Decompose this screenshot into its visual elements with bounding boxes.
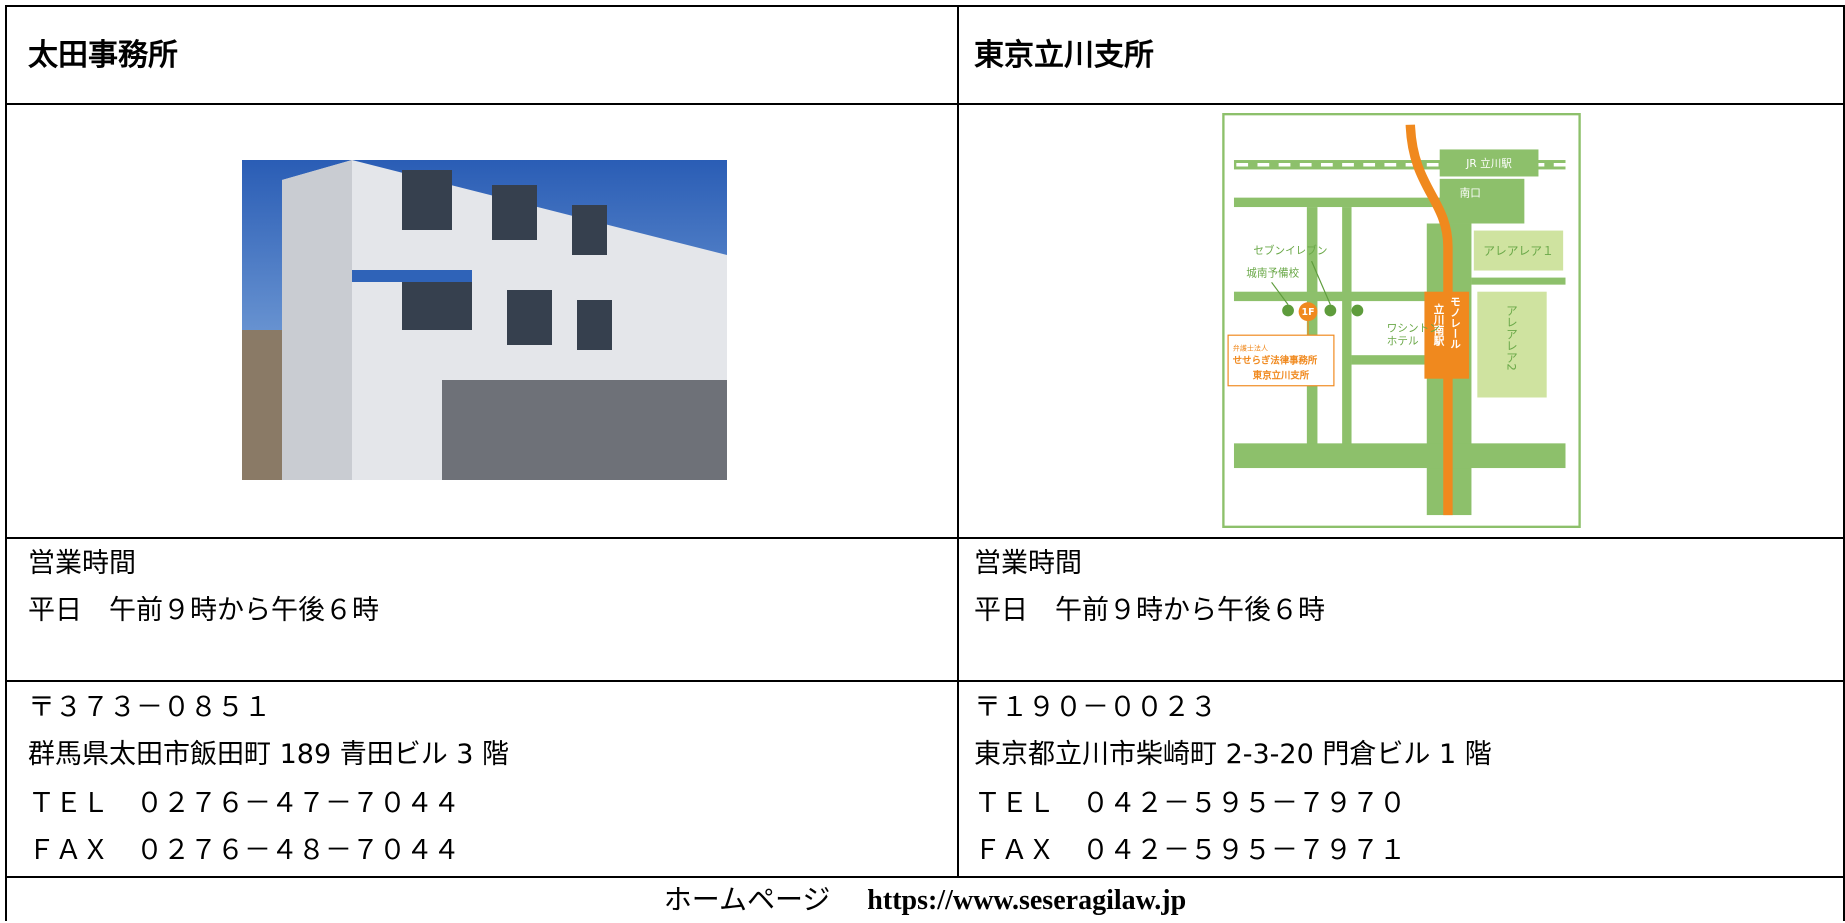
border [5,876,1845,878]
border [5,680,1845,682]
footer-label: ホームページ [663,883,831,916]
office-photo [242,160,727,480]
map-label: アレアレア１ [1483,244,1554,258]
map-label: 1F [1302,307,1315,318]
map-label: JR 立川駅 [1465,157,1512,170]
border [957,5,959,878]
map-label: ワシントン [1387,323,1440,335]
address: 東京都立川市柴崎町 2-3-20 門倉ビル 1 階 [974,739,1492,770]
map-label: 立川南駅 [1433,303,1445,347]
border [5,5,7,921]
map-label: ホテル [1387,336,1419,348]
homepage-link[interactable]: https://www.seseragilaw.jp [867,885,1187,916]
office-name: 太田事務所 [28,38,178,73]
border [5,5,1845,7]
map: JR 立川駅 南口 アレアレア１ アレアレア2 モノレール 立川南駅 セブンイレ… [1222,113,1581,528]
border [1843,5,1845,921]
map-label: 弁護士法人 [1233,343,1268,352]
postal: 〒１９０－００２３ [974,692,1217,723]
footer: ホームページ https://www.seseragilaw.jp [7,878,1843,923]
tel: ＴＥＬ ０４２－５９５－７９７０ [974,788,1406,819]
hours: 平日 午前９時から午後６時 [28,595,379,626]
map-label: 東京立川支所 [1253,370,1310,382]
office-name: 東京立川支所 [974,38,1154,73]
border [5,103,1845,105]
border [5,537,1845,539]
map-label: 城南予備校 [1246,266,1299,279]
map-label: アレアレア2 [1504,305,1518,371]
map-label: 南口 [1460,186,1481,199]
map-label: セブンイレブン [1253,244,1327,257]
address: 群馬県太田市飯田町 189 青田ビル 3 階 [28,739,510,770]
map-label: せせらぎ法律事務所 [1233,354,1318,366]
fax: ＦＡＸ ０２７６－４８－７０４４ [28,835,460,866]
hours-label: 営業時間 [974,548,1082,579]
map-label: モノレール [1449,296,1461,349]
hours-label: 営業時間 [28,548,136,579]
fax: ＦＡＸ ０４２－５９５－７９７１ [974,835,1406,866]
tel: ＴＥＬ ０２７６－４７－７０４４ [28,788,460,819]
hours: 平日 午前９時から午後６時 [974,595,1325,626]
postal: 〒３７３－０８５１ [28,692,271,723]
